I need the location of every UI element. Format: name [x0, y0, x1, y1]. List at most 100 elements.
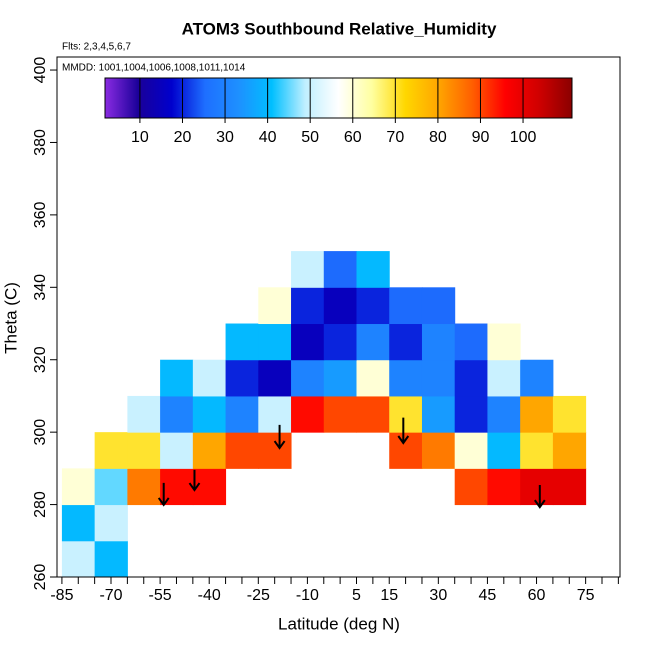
heatmap-cell [94, 468, 128, 506]
x-tick-label: 5 [352, 587, 361, 604]
y-tick-label: 300 [32, 419, 49, 446]
heatmap-cell [389, 359, 423, 397]
heatmap-cell [192, 359, 227, 397]
heatmap-cell [421, 395, 456, 433]
colorbar-tick-label: 10 [131, 129, 149, 146]
heatmap-cell [258, 359, 292, 397]
heatmap-cell [291, 251, 325, 288]
heatmap-cell [356, 287, 390, 325]
heatmap-cell [258, 323, 292, 361]
heatmap-cells [61, 251, 587, 578]
heatmap-cell [192, 468, 227, 506]
heatmap-cell [323, 287, 358, 325]
annotation: MMDD: 1001,1004,1006,1008,1011,1014 [62, 63, 246, 74]
heatmap-cell [127, 468, 161, 506]
heatmap-cell [160, 432, 194, 469]
heatmap-cell [454, 359, 488, 397]
arrow [157, 482, 170, 507]
heatmap-cell [225, 323, 259, 361]
x-tick-label: -55 [149, 587, 172, 604]
heatmap-cell [421, 287, 456, 325]
heatmap-cell [356, 359, 390, 397]
colorbar-tick-label: 70 [386, 129, 404, 146]
heatmap-cell [225, 395, 259, 433]
heatmap-cell [94, 504, 128, 542]
y-tick-label: 340 [32, 274, 49, 301]
heatmap-cell [487, 323, 521, 361]
y-tick-label: 400 [32, 57, 49, 84]
x-tick-label: -85 [50, 587, 73, 604]
heatmap-cell [61, 504, 96, 542]
heatmap-cell [421, 323, 456, 361]
heatmap-cell [291, 359, 325, 397]
arrow [188, 469, 201, 492]
heatmap-cell [160, 359, 194, 397]
x-tick-label: 75 [577, 587, 595, 604]
heatmap-cell [454, 323, 488, 361]
heatmap-cell [192, 395, 227, 433]
colorbar-tick-label: 40 [259, 129, 277, 146]
colorbar-tick-label: 90 [472, 129, 490, 146]
x-tick-label: 30 [429, 587, 447, 604]
y-tick-label: 320 [32, 346, 49, 373]
heatmap-cell [552, 468, 587, 506]
heatmap-cell [520, 395, 554, 433]
x-tick-label: -25 [247, 587, 270, 604]
heatmap-cell [323, 359, 358, 397]
heatmap-cell [127, 432, 161, 469]
y-tick-label: 360 [32, 201, 49, 228]
heatmap-cell [61, 468, 96, 506]
heatmap-cell [389, 323, 423, 361]
heatmap-cell [421, 432, 456, 469]
colorbar-tick-label: 80 [429, 129, 447, 146]
heatmap-cell [160, 395, 194, 433]
arrow [397, 417, 410, 445]
heatmap-cell [520, 468, 554, 506]
heatmap-cell [454, 432, 488, 469]
heatmap-cell [94, 540, 128, 578]
heatmap-cell [323, 251, 358, 288]
heatmap-cell [487, 395, 521, 433]
subtitle: Flts: 2,3,4,5,6,7 [62, 42, 131, 53]
colorbar-tick-label: 100 [510, 129, 537, 146]
heatmap-cell [389, 395, 423, 433]
heatmap-cell [291, 395, 325, 433]
heatmap-cell [421, 359, 456, 397]
arrow [273, 424, 286, 450]
heatmap-cell [454, 468, 488, 506]
x-tick-label: 60 [528, 587, 546, 604]
heatmap-cell [487, 359, 521, 397]
heatmap-cell [61, 540, 96, 578]
y-tick-label: 260 [32, 564, 49, 591]
heatmap-cell [552, 432, 587, 469]
heatmap-cell [356, 323, 390, 361]
colorbar-tick-label: 20 [174, 129, 192, 146]
heatmap-cell [94, 432, 128, 469]
heatmap-cell [552, 395, 587, 433]
heatmap-cell [520, 359, 554, 397]
y-axis-label: Theta (C) [1, 282, 20, 354]
heatmap-cell [323, 323, 358, 361]
chart-title: ATOM3 Southbound Relative_Humidity [182, 19, 497, 38]
x-tick-label: -40 [198, 587, 221, 604]
heatmap-cell [356, 251, 390, 288]
heatmap-cell [291, 323, 325, 361]
heatmap-cell [258, 432, 292, 469]
heatmap-cell [291, 287, 325, 325]
y-tick-label: 280 [32, 491, 49, 518]
x-tick-label: 45 [479, 587, 497, 604]
colorbar [104, 77, 573, 119]
heatmap-cell [520, 432, 554, 469]
colorbar-tick-label: 60 [344, 129, 362, 146]
colorbar-tick-label: 50 [301, 129, 319, 146]
heatmap-cell [487, 468, 521, 506]
heatmap-cell [258, 395, 292, 433]
x-tick-label: 15 [380, 587, 398, 604]
colorbar-tick-label: 30 [216, 129, 234, 146]
heatmap-cell [160, 468, 194, 506]
x-tick-label: -10 [296, 587, 319, 604]
plot-frame [56, 56, 621, 578]
heatmap-cell [454, 395, 488, 433]
y-tick-label: 380 [32, 129, 49, 156]
heatmap-cell [356, 395, 390, 433]
